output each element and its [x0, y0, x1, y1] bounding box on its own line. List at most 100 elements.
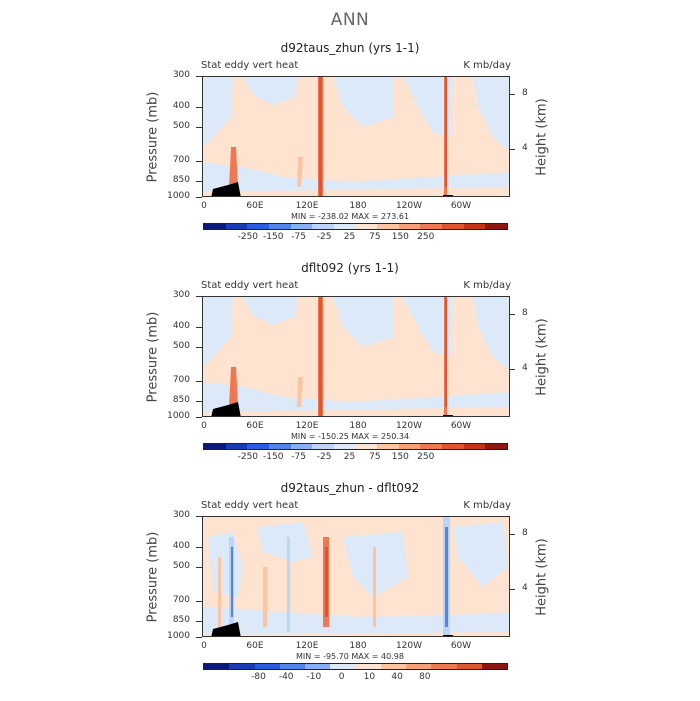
colorbar-swatch — [431, 664, 457, 669]
colorbar-swatch — [380, 664, 406, 669]
colorbar-label: 75 — [369, 232, 381, 242]
longitude-tick-label: 60E — [246, 201, 264, 211]
topography — [443, 635, 453, 636]
colorbar-swatch — [204, 664, 230, 669]
negative-region — [453, 522, 508, 587]
colorbar-swatch — [333, 444, 356, 449]
colorbar-swatch — [312, 444, 334, 449]
positive-plume-core — [445, 77, 447, 187]
topography — [211, 622, 241, 636]
colorbar-swatch — [456, 664, 482, 669]
colorbar-swatch — [398, 224, 421, 229]
height-tick-mark — [510, 534, 515, 535]
height-axis-label: Height (km) — [534, 537, 550, 616]
colorbar-swatch — [268, 224, 291, 229]
pressure-tick-label: 850 — [172, 615, 190, 625]
negative-region — [203, 607, 509, 635]
plot-panel-1: d92taus_zhun (yrs 1-1) Stat eddy vert hea… — [0, 41, 700, 261]
colorbar-swatch — [485, 444, 507, 449]
pressure-tick-label: 400 — [172, 321, 190, 331]
positive-region — [373, 547, 376, 627]
positive-region — [218, 557, 221, 627]
pressure-tick-mark — [196, 637, 202, 638]
positive-region — [263, 567, 267, 627]
colorbar-label: 10 — [363, 672, 376, 682]
colorbar-swatch — [268, 444, 291, 449]
positive-plume-core — [325, 547, 328, 617]
pressure-tick-label: 1000 — [167, 411, 190, 421]
longitude-tick-label: 120E — [295, 421, 319, 431]
colorbar-label: -80 — [251, 672, 266, 682]
longitude-tick-label: 60E — [246, 421, 264, 431]
pressure-tick-mark — [196, 516, 202, 517]
pressure-tick-label: 1000 — [167, 631, 190, 641]
pressure-tick-mark — [196, 401, 202, 402]
negative-region — [203, 382, 509, 412]
longitude-tick-label: 0 — [201, 201, 207, 211]
colorbar-swatch — [225, 224, 248, 229]
longitude-tick-label: 180 — [349, 201, 367, 211]
plot-panel-3: d92taus_zhun - dflt092 Stat eddy vert hea… — [0, 481, 700, 701]
units-label: K mb/day — [463, 60, 511, 71]
colorbar-swatch — [442, 224, 464, 229]
longitude-tick-label: 180 — [349, 421, 367, 431]
colorbar-swatch — [406, 664, 432, 669]
colorbar-swatch — [330, 664, 356, 669]
colorbar-label: -75 — [291, 232, 307, 242]
pressure-tick-label: 850 — [172, 175, 190, 185]
longitude-tick-label: 120E — [295, 201, 319, 211]
negative-region — [473, 297, 509, 371]
colorbar-swatch — [420, 444, 443, 449]
pressure-tick-label: 850 — [172, 395, 190, 405]
positive-region — [229, 367, 238, 407]
colorbar-swatch — [398, 444, 421, 449]
colorbar-swatch — [377, 444, 399, 449]
height-axis-label: Height (km) — [534, 317, 550, 396]
negative-region — [203, 77, 233, 147]
colorbar-swatch — [290, 224, 313, 229]
height-tick-mark — [510, 589, 515, 590]
pressure-tick-mark — [196, 127, 202, 128]
topography — [211, 402, 241, 416]
colorbar-label: -250 — [237, 452, 259, 462]
negative-region — [203, 162, 509, 192]
colorbar-swatch — [204, 224, 226, 229]
colorbar — [203, 223, 508, 230]
negative-plume-core — [445, 527, 448, 627]
positive-region — [297, 157, 303, 187]
positive-region — [229, 147, 238, 187]
field-label: Stat eddy vert heat — [201, 60, 299, 71]
negative-region — [473, 77, 509, 151]
pressure-tick-label: 700 — [172, 595, 190, 605]
pressure-tick-label: 500 — [172, 341, 190, 351]
colorbar-swatch — [290, 444, 313, 449]
negative-region — [208, 532, 243, 597]
panel-title: d92taus_zhun - dflt092 — [280, 481, 420, 495]
height-tick-label: 8 — [522, 308, 528, 318]
pressure-tick-label: 700 — [172, 375, 190, 385]
colorbar-label: -75 — [291, 452, 307, 462]
pressure-tick-mark — [196, 107, 202, 108]
colorbar-swatch — [442, 444, 464, 449]
longitude-tick-label: 120W — [395, 201, 423, 211]
pressure-tick-mark — [196, 296, 202, 297]
height-tick-label: 4 — [522, 363, 528, 373]
pressure-tick-mark — [196, 76, 202, 77]
longitude-tick-label: 60W — [450, 201, 472, 211]
pressure-tick-mark — [196, 417, 202, 418]
longitude-tick-label: 60W — [450, 421, 472, 431]
units-label: K mb/day — [463, 280, 511, 291]
contour-plot — [202, 516, 510, 637]
colorbar-label: 80 — [419, 672, 431, 682]
colorbar-swatch — [225, 444, 248, 449]
pressure-tick-mark — [196, 161, 202, 162]
colorbar-label: 150 — [391, 452, 409, 462]
topography — [211, 182, 241, 196]
topography — [443, 415, 453, 416]
height-axis-label: Height (km) — [534, 97, 550, 176]
height-tick-label: 4 — [522, 583, 528, 593]
longitude-tick-label: 0 — [201, 421, 207, 431]
colorbar-swatch — [312, 224, 334, 229]
colorbar-label: -40 — [278, 672, 294, 682]
negative-region — [243, 77, 298, 105]
